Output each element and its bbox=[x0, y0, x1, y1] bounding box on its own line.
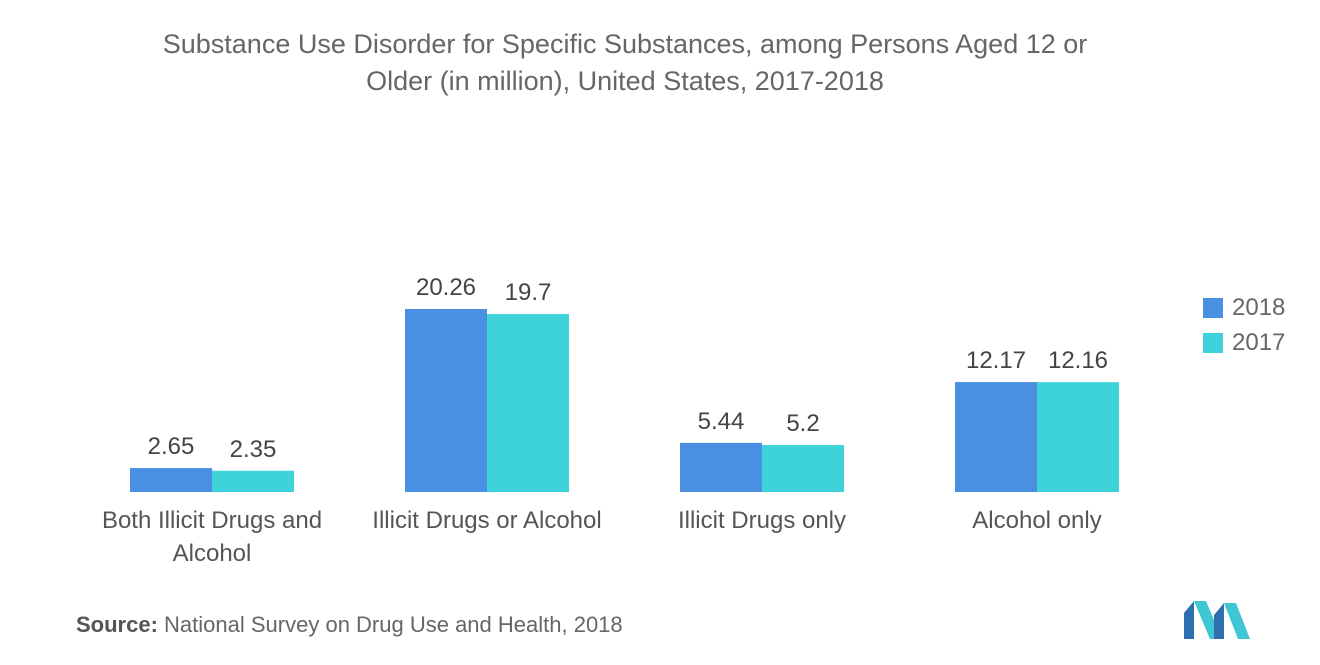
data-label-2017-1: 19.7 bbox=[505, 279, 552, 306]
legend-label-2018: 2018 bbox=[1232, 293, 1286, 321]
bar-2017-2 bbox=[762, 445, 844, 492]
data-label-2017-3: 12.16 bbox=[1048, 347, 1108, 374]
chart-title: Substance Use Disorder for Specific Subs… bbox=[60, 26, 1190, 100]
bar-2018-0 bbox=[130, 468, 212, 492]
category-label-0-line-0: Both Illicit Drugs and bbox=[102, 507, 322, 534]
mordor-logo-icon bbox=[1184, 601, 1250, 639]
legend-swatch-2017 bbox=[1203, 332, 1223, 353]
category-label-1-line-0: Illicit Drugs or Alcohol bbox=[372, 507, 601, 534]
legend-swatch-2018 bbox=[1203, 297, 1223, 318]
bar-2018-2 bbox=[680, 442, 762, 492]
source-label: Source: bbox=[76, 612, 158, 637]
category-label-2-line-0: Illicit Drugs only bbox=[678, 507, 846, 534]
legend-label-2017: 2017 bbox=[1232, 328, 1286, 356]
legend-item-2018: 2018 bbox=[1203, 290, 1285, 325]
bar-2017-1 bbox=[487, 314, 569, 492]
data-label-2018-2: 5.44 bbox=[698, 408, 745, 435]
category-label-0-line-1: Alcohol bbox=[173, 540, 252, 567]
bar-2017-0 bbox=[212, 470, 294, 492]
bar-2018-3 bbox=[955, 382, 1037, 492]
data-label-2018-3: 12.17 bbox=[966, 347, 1026, 374]
data-label-2018-0: 2.65 bbox=[148, 433, 195, 460]
chart-legend: 2018 2017 bbox=[1203, 290, 1285, 360]
source-text: National Survey on Drug Use and Health, … bbox=[164, 612, 623, 637]
source-note: Source: National Survey on Drug Use and … bbox=[76, 612, 623, 638]
chart-title-line-1: Substance Use Disorder for Specific Subs… bbox=[162, 29, 1088, 59]
legend-item-2017: 2017 bbox=[1203, 325, 1285, 360]
data-label-2017-0: 2.35 bbox=[230, 436, 277, 463]
chart-title-line-2: Older (in million), United States, 2017-… bbox=[366, 66, 884, 96]
bar-2017-3 bbox=[1037, 382, 1119, 492]
category-label-3-line-0: Alcohol only bbox=[972, 507, 1101, 534]
bar-2018-1 bbox=[405, 309, 487, 492]
data-label-2017-2: 5.2 bbox=[786, 410, 819, 437]
data-label-2018-1: 20.26 bbox=[416, 274, 476, 301]
